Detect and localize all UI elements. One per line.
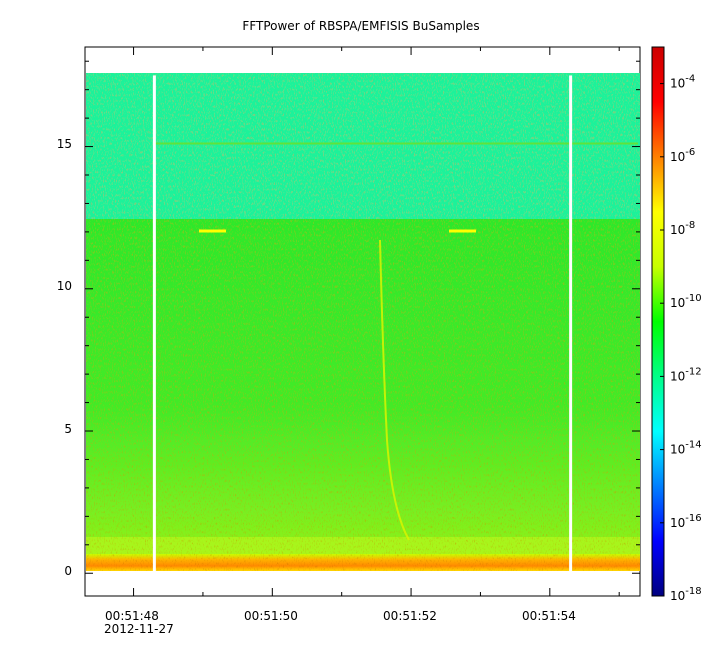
colorbar-tick-label-1: 10-6	[670, 147, 695, 164]
plot-area	[84, 46, 641, 597]
colorbar-ticks: 10-4 10-6 10-8 10-10 10-12 10-14 10-16 10-18	[660, 74, 702, 603]
y-tick-label-15: 15	[57, 137, 72, 151]
data-gaps	[152, 75, 573, 574]
x-ticks	[133, 47, 620, 596]
colorbar-gradient	[651, 46, 665, 597]
upper-band	[86, 73, 640, 219]
y-ticks	[85, 60, 640, 574]
colorbar-tick-label-2: 10-8	[670, 220, 695, 237]
y-tick-label-0: 0	[64, 564, 72, 578]
y-tick-label-5: 5	[64, 422, 72, 436]
colorbar-tick-label-0: 10-4	[670, 74, 695, 91]
data-gap-0	[152, 75, 156, 574]
colorbar-tick-label-6: 10-16	[670, 513, 702, 530]
x-tick-label-2: 00:51:52	[383, 609, 437, 623]
middle-band	[86, 219, 640, 537]
colorbar-tick-label-7: 10-18	[670, 586, 702, 603]
colorbar-tick-label-5: 10-14	[670, 440, 702, 457]
low-frequency-band	[86, 554, 640, 571]
x-tick-label-0: 00:51:48	[105, 609, 159, 623]
colorbar-tick-label-4: 10-12	[670, 366, 702, 383]
x-tick-label-3: 00:51:54	[522, 609, 576, 623]
colorbar: 10-4 10-6 10-8 10-10 10-12 10-14 10-16 10-18	[651, 46, 702, 603]
colorbar-tick-label-3: 10-10	[670, 293, 702, 310]
x-tick-label-1: 00:51:50	[244, 609, 298, 623]
data-gap-1	[569, 75, 573, 574]
y-tick-label-10: 10	[57, 279, 72, 293]
lower-band	[86, 537, 640, 554]
whistler-trace	[379, 239, 410, 541]
date-label: 2012-11-27	[104, 622, 174, 636]
spectrogram-data	[86, 73, 640, 571]
chart-title: FFTPower of RBSPA/EMFISIS BuSamples	[242, 19, 479, 33]
